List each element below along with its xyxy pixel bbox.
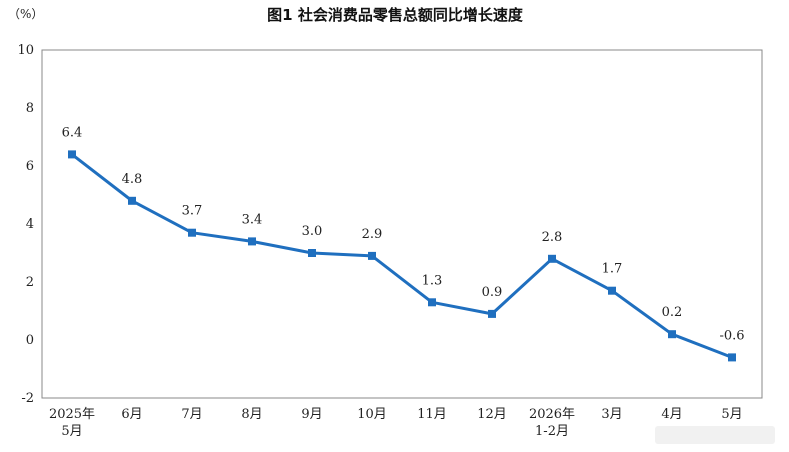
data-point-marker: [188, 228, 196, 237]
data-value-label: 1.7: [602, 262, 623, 277]
data-point-marker: [428, 298, 436, 307]
data-point-marker: [248, 237, 256, 246]
series-line: [71, 153, 733, 359]
data-value-label: 4.8: [122, 172, 143, 187]
x-tick-label: 2025年 5月: [49, 407, 95, 439]
y-axis-unit-label: （%）: [8, 7, 43, 21]
x-tick-label: 5月: [721, 407, 742, 422]
x-tick-label: 10月: [357, 407, 387, 422]
data-value-label: 6.4: [62, 125, 83, 140]
data-point-marker: [68, 150, 76, 159]
x-tick-label: 9月: [301, 407, 322, 422]
data-point-marker: [608, 286, 616, 295]
y-tick-label: 6: [26, 159, 34, 174]
x-tick-label: 4月: [661, 407, 682, 422]
y-tick-label: 4: [26, 217, 34, 232]
data-point-marker: [668, 330, 676, 339]
data-point-marker: [128, 196, 136, 205]
y-tick-label: 0: [26, 333, 34, 348]
data-value-label: 2.8: [542, 230, 563, 245]
y-tick-label: 2: [26, 275, 34, 290]
x-tick-label: 11月: [417, 407, 447, 422]
data-value-label: -0.6: [719, 328, 744, 343]
data-value-label: 0.9: [482, 285, 503, 300]
y-tick-label: -2: [21, 391, 34, 406]
data-value-label: 2.9: [362, 227, 383, 242]
x-tick-label: 12月: [477, 407, 507, 422]
data-labels: 6.4 4.8 3.7 3.4 3.0 2.9 1.3 0.9 2.8 1.7 0.2 -0.6: [62, 125, 745, 343]
y-axis-ticks: -2 0 2 4 6 8 10: [17, 43, 34, 406]
data-point-marker: [368, 251, 376, 260]
data-point-marker: [488, 309, 496, 318]
data-value-label: 3.4: [242, 212, 263, 227]
y-tick-label: 8: [26, 101, 34, 116]
watermark-blur: [655, 426, 775, 444]
data-value-label: 0.2: [662, 305, 683, 320]
chart-title: 图1 社会消费品零售总额同比增长速度: [267, 6, 524, 24]
x-tick-label: 2026年 1-2月: [529, 407, 575, 439]
x-axis-ticks: 2025年 5月 6月 7月 8月 9月 10月 11月 12月 2026年 1-2月 3月 4月 5月: [49, 407, 743, 439]
x-tick-label: 8月: [241, 407, 262, 422]
y-tick-label: 10: [17, 43, 34, 58]
series-markers: [68, 150, 736, 362]
data-point-marker: [308, 249, 316, 257]
x-tick-label: 6月: [121, 407, 142, 422]
data-point-marker: [548, 254, 556, 263]
plot-area-frame: [41, 49, 763, 399]
x-tick-label: 7月: [181, 407, 202, 422]
data-value-label: 1.3: [422, 273, 443, 288]
x-tick-label: 3月: [601, 407, 622, 422]
data-point-marker: [728, 353, 736, 362]
data-value-label: 3.0: [302, 224, 323, 239]
data-value-label: 3.7: [182, 204, 203, 219]
